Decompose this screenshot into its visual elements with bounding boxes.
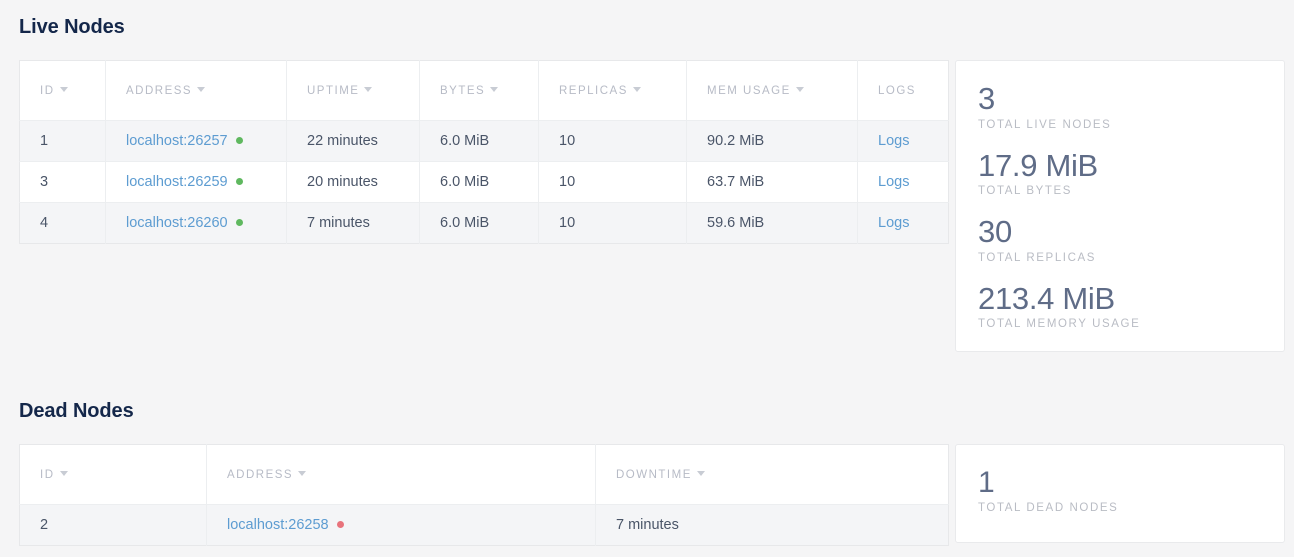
column-header-label: ID <box>40 84 55 97</box>
column-header-address[interactable]: ADDRESS <box>105 60 287 121</box>
column-header-label: REPLICAS <box>559 84 628 97</box>
cell-address: localhost:26259 <box>105 161 287 203</box>
cell-logs: Logs <box>857 120 949 162</box>
stat-value: 213.4 MiB <box>978 280 1115 316</box>
node-address-link[interactable]: localhost:26259 <box>126 174 228 190</box>
table-header-row: ID ADDRESS DOWNTIME <box>19 444 949 505</box>
live-nodes-heading: Live Nodes <box>19 16 125 38</box>
cell-address: localhost:26258 <box>206 504 596 546</box>
node-status-live-icon <box>235 177 243 185</box>
table-header-row: ID ADDRESS UPTIME BYTES REPLICAS MEM USA… <box>19 60 949 121</box>
cell-logs: Logs <box>857 202 949 244</box>
dead-nodes-table: ID ADDRESS DOWNTIME 2 localhost:26258 7 … <box>19 444 949 546</box>
stat-total-bytes: 17.9 MiB Total Bytes <box>978 147 1284 198</box>
column-header-downtime[interactable]: DOWNTIME <box>595 444 949 505</box>
cell-replicas: 10 <box>538 202 687 244</box>
live-nodes-summary-card: 3 Total Live Nodes 17.9 MiB Total Bytes … <box>955 60 1285 352</box>
stat-total-memory-usage: 213.4 MiB Total Memory Usage <box>978 280 1284 331</box>
stat-value: 30 <box>978 214 1012 250</box>
cell-mem-usage: 90.2 MiB <box>686 120 858 162</box>
stat-value: 3 <box>978 81 995 116</box>
column-header-bytes[interactable]: BYTES <box>419 60 539 121</box>
column-header-label: ADDRESS <box>227 468 294 481</box>
column-header-label: ADDRESS <box>126 84 193 97</box>
cell-address: localhost:26260 <box>105 202 287 244</box>
column-header-id[interactable]: ID <box>19 444 207 505</box>
cell-bytes: 6.0 MiB <box>419 161 539 203</box>
node-address-link[interactable]: localhost:26257 <box>126 133 228 149</box>
column-header-label: ID <box>40 468 55 481</box>
sort-caret-down-icon[interactable] <box>632 86 641 92</box>
node-status-live-icon <box>235 136 243 144</box>
node-status-live-icon <box>235 218 243 226</box>
sort-caret-down-icon[interactable] <box>795 86 804 92</box>
table-row: 1 localhost:26257 22 minutes 6.0 MiB 10 … <box>19 120 949 162</box>
sort-caret-down-icon[interactable] <box>696 470 705 476</box>
sort-caret-down-icon[interactable] <box>59 86 68 92</box>
column-header-uptime[interactable]: UPTIME <box>286 60 420 121</box>
cell-address: localhost:26257 <box>105 120 287 162</box>
column-header-label: LOGS <box>878 84 916 97</box>
cell-bytes: 6.0 MiB <box>419 202 539 244</box>
cell-id: 1 <box>19 120 106 162</box>
cell-uptime: 22 minutes <box>286 120 420 162</box>
column-header-label: MEM USAGE <box>707 84 791 97</box>
cell-id: 2 <box>19 504 207 546</box>
stat-total-live-nodes: 3 Total Live Nodes <box>978 81 1284 131</box>
logs-link[interactable]: Logs <box>878 133 910 149</box>
table-row: 2 localhost:26258 7 minutes <box>19 504 949 546</box>
column-header-mem-usage[interactable]: MEM USAGE <box>686 60 858 121</box>
logs-link[interactable]: Logs <box>878 215 910 231</box>
cell-replicas: 10 <box>538 161 687 203</box>
column-header-replicas[interactable]: REPLICAS <box>538 60 687 121</box>
column-header-id[interactable]: ID <box>19 60 106 121</box>
stat-total-dead-nodes: 1 Total Dead Nodes <box>978 467 1284 514</box>
sort-caret-down-icon[interactable] <box>59 470 68 476</box>
live-nodes-table-body: 1 localhost:26257 22 minutes 6.0 MiB 10 … <box>19 120 949 244</box>
stat-label: Total Dead Nodes <box>978 501 1119 514</box>
node-status-dead-icon <box>336 520 344 528</box>
node-address-link[interactable]: localhost:26260 <box>126 215 228 231</box>
dead-nodes-heading: Dead Nodes <box>19 400 134 422</box>
column-header-address[interactable]: ADDRESS <box>206 444 596 505</box>
stat-value: 1 <box>978 466 995 499</box>
stat-label: Total Bytes <box>978 185 1073 198</box>
column-header-logs: LOGS <box>857 60 949 121</box>
cell-mem-usage: 63.7 MiB <box>686 161 858 203</box>
live-nodes-table-header: ID ADDRESS UPTIME BYTES REPLICAS MEM USA… <box>19 60 949 121</box>
dead-nodes-table-header: ID ADDRESS DOWNTIME <box>19 444 949 505</box>
cell-bytes: 6.0 MiB <box>419 120 539 162</box>
stat-label: Total Replicas <box>978 251 1097 264</box>
cell-uptime: 20 minutes <box>286 161 420 203</box>
dead-nodes-summary-card: 1 Total Dead Nodes <box>955 444 1285 543</box>
cell-id: 3 <box>19 161 106 203</box>
node-address-link[interactable]: localhost:26258 <box>227 517 329 533</box>
sort-caret-down-icon[interactable] <box>298 470 307 476</box>
cell-logs: Logs <box>857 161 949 203</box>
live-nodes-table: ID ADDRESS UPTIME BYTES REPLICAS MEM USA… <box>19 60 949 244</box>
cell-replicas: 10 <box>538 120 687 162</box>
sort-caret-down-icon[interactable] <box>364 86 373 92</box>
stat-value: 17.9 MiB <box>978 147 1098 183</box>
cell-id: 4 <box>19 202 106 244</box>
stat-label: Total Live Nodes <box>978 118 1112 131</box>
logs-link[interactable]: Logs <box>878 174 910 190</box>
dead-nodes-table-body: 2 localhost:26258 7 minutes <box>19 504 949 546</box>
table-row: 3 localhost:26259 20 minutes 6.0 MiB 10 … <box>19 161 949 203</box>
cell-downtime: 7 minutes <box>595 504 949 546</box>
table-row: 4 localhost:26260 7 minutes 6.0 MiB 10 5… <box>19 202 949 244</box>
column-header-label: UPTIME <box>307 84 360 97</box>
sort-caret-down-icon[interactable] <box>197 86 206 92</box>
cell-uptime: 7 minutes <box>286 202 420 244</box>
column-header-label: DOWNTIME <box>616 468 692 481</box>
sort-caret-down-icon[interactable] <box>490 86 499 92</box>
cell-mem-usage: 59.6 MiB <box>686 202 858 244</box>
stat-total-replicas: 30 Total Replicas <box>978 216 1284 264</box>
stat-label: Total Memory Usage <box>978 318 1141 331</box>
column-header-label: BYTES <box>440 84 486 97</box>
